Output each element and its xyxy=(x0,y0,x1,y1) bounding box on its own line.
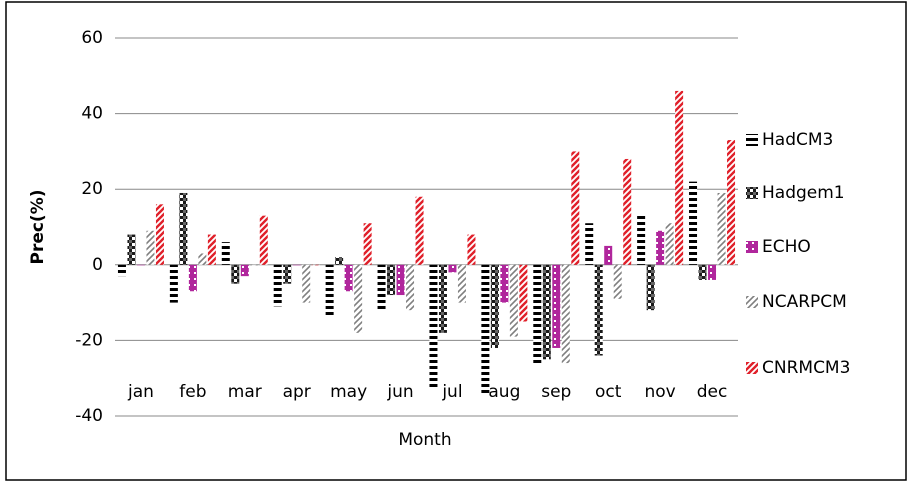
bar xyxy=(571,151,580,265)
bar xyxy=(467,234,476,265)
x-tick-label: apr xyxy=(283,382,311,402)
bar xyxy=(146,230,155,265)
y-tick-label: -40 xyxy=(75,406,103,426)
bar xyxy=(604,245,613,265)
legend-label: ECHO xyxy=(762,237,811,257)
legend-label: Hadgem1 xyxy=(762,183,845,203)
bar xyxy=(665,223,674,265)
bar xyxy=(552,264,561,348)
bar xyxy=(344,264,353,292)
bar xyxy=(169,264,178,303)
x-tick-label: oct xyxy=(595,382,622,402)
bar xyxy=(429,264,438,390)
bar xyxy=(363,223,372,265)
bar xyxy=(519,264,528,322)
bar xyxy=(448,264,457,273)
x-tick-label: jun xyxy=(386,382,413,402)
bar xyxy=(117,264,126,277)
x-tick-label: dec xyxy=(697,382,728,402)
bar xyxy=(637,215,646,265)
bar xyxy=(198,253,207,265)
legend-swatch xyxy=(746,296,758,308)
bar xyxy=(500,264,509,303)
x-tick-label: sep xyxy=(541,382,571,402)
bar xyxy=(481,264,490,394)
bar xyxy=(585,223,594,265)
bar xyxy=(689,181,698,265)
x-tick-label: aug xyxy=(488,382,520,402)
bar xyxy=(231,264,240,284)
x-tick-label: may xyxy=(330,382,367,402)
x-tick-label: nov xyxy=(645,382,676,402)
bar xyxy=(335,257,344,265)
bar xyxy=(623,158,632,265)
bar xyxy=(325,264,334,318)
bar xyxy=(273,264,282,307)
frame xyxy=(5,1,907,481)
bar xyxy=(509,264,518,337)
bar xyxy=(717,192,726,265)
bar xyxy=(311,264,320,266)
bar xyxy=(221,242,230,265)
bar xyxy=(188,264,197,292)
bar xyxy=(155,204,164,265)
bar xyxy=(292,264,301,266)
bar xyxy=(708,264,717,280)
bar xyxy=(387,264,396,296)
bar xyxy=(240,264,249,277)
legend-swatch xyxy=(746,134,758,146)
bar xyxy=(675,90,684,265)
bar xyxy=(594,264,603,356)
legend-label: NCARPCM xyxy=(762,292,847,312)
y-axis-label: Prec(%) xyxy=(28,189,48,264)
x-tick-label: jan xyxy=(127,382,154,402)
bar xyxy=(250,264,259,266)
bar xyxy=(354,264,363,333)
bar xyxy=(561,264,570,364)
bar xyxy=(283,264,292,284)
bar xyxy=(302,264,311,303)
bar xyxy=(656,230,665,265)
bar xyxy=(542,264,551,360)
bar xyxy=(406,264,415,311)
y-tick-label: 60 xyxy=(81,28,103,48)
bar xyxy=(438,264,447,333)
legend-label: CNRMCM3 xyxy=(762,358,850,378)
x-tick-label: feb xyxy=(179,382,206,402)
y-tick-label: 20 xyxy=(81,179,103,199)
legend-swatch xyxy=(746,241,758,253)
x-tick-label: jul xyxy=(441,382,462,402)
bar xyxy=(259,215,268,265)
y-tick-label: 0 xyxy=(92,255,103,275)
bar xyxy=(179,192,188,265)
legend-label: HadCM3 xyxy=(762,130,833,150)
y-tick-label: 40 xyxy=(81,104,103,124)
x-axis-label: Month xyxy=(398,430,451,450)
x-tick-label: mar xyxy=(228,382,262,402)
y-tick-label: -20 xyxy=(75,330,103,350)
legend-swatch xyxy=(746,187,758,199)
bar xyxy=(698,264,707,280)
bar xyxy=(646,264,655,311)
bar xyxy=(127,234,136,265)
bar xyxy=(136,264,145,266)
bar xyxy=(490,264,499,348)
bar xyxy=(415,196,424,265)
bar xyxy=(396,264,405,296)
legend-swatch xyxy=(746,362,758,374)
bar xyxy=(457,264,466,303)
bar xyxy=(613,264,622,299)
bar xyxy=(727,140,736,265)
bar xyxy=(377,264,386,311)
bar xyxy=(533,264,542,364)
bar xyxy=(207,234,216,265)
